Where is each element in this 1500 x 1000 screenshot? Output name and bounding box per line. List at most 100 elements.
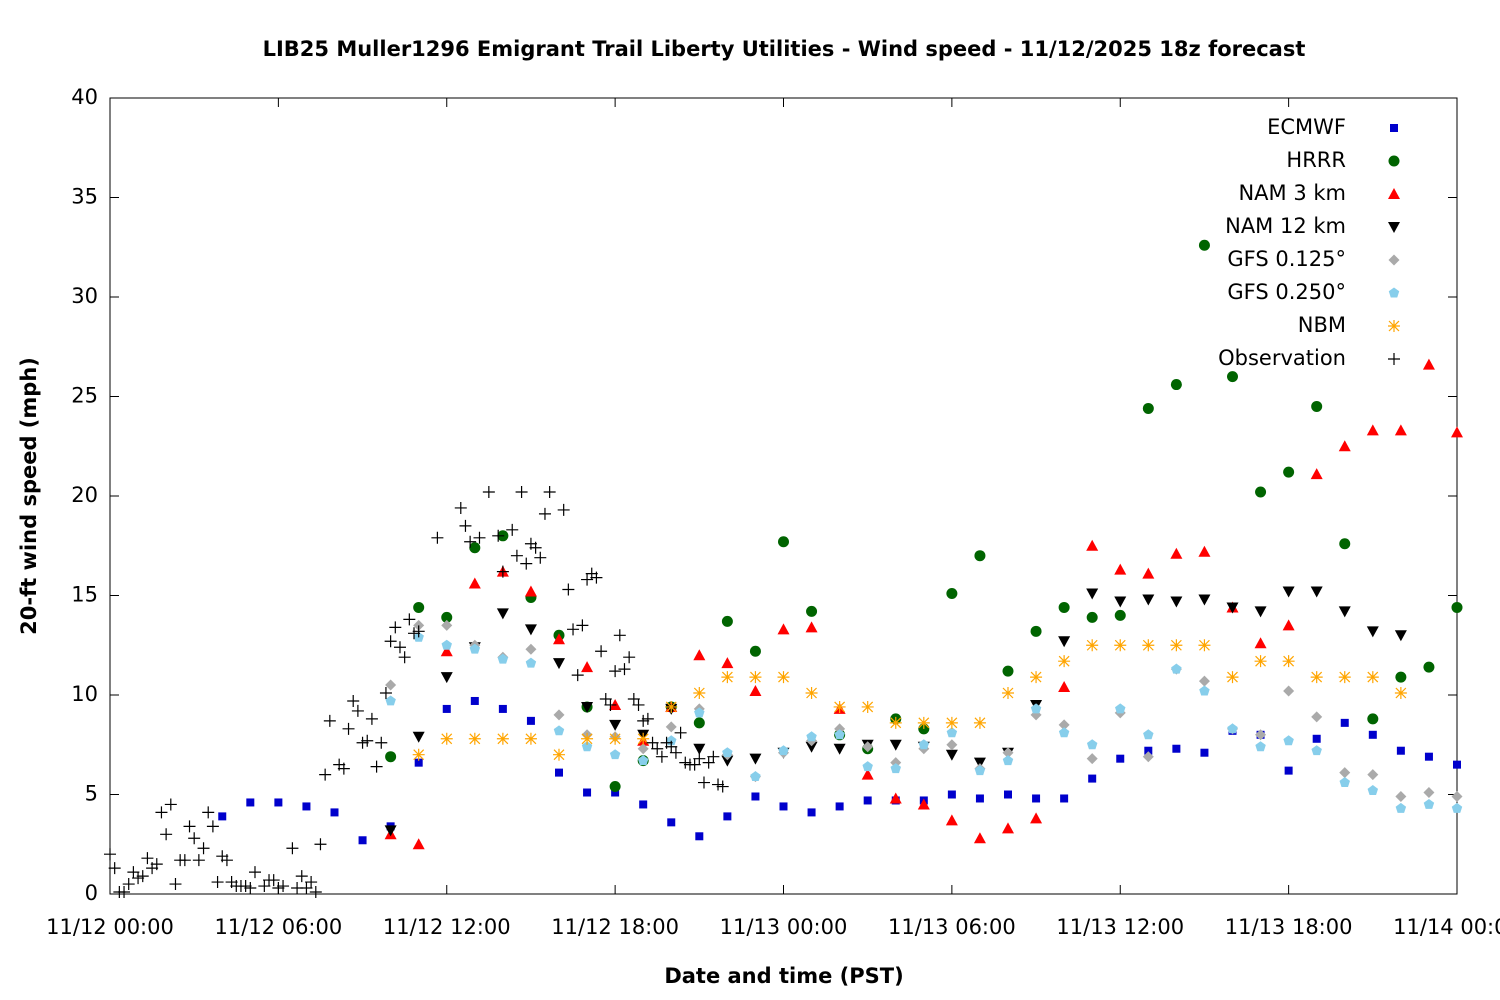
data-point [464, 535, 477, 548]
data-point [1030, 625, 1042, 637]
data-point [1086, 588, 1099, 600]
data-point [974, 765, 986, 776]
data-point [807, 808, 816, 817]
data-point [468, 577, 481, 589]
data-point [188, 832, 201, 845]
data-point [258, 880, 271, 893]
data-point [1451, 790, 1463, 802]
data-point [693, 649, 706, 661]
data-point [1451, 802, 1463, 813]
data-point [1004, 790, 1012, 799]
data-point [1060, 794, 1069, 803]
data-point [1142, 567, 1155, 579]
data-point [749, 685, 762, 697]
data-point [1170, 639, 1183, 652]
data-point [1451, 426, 1463, 438]
data-point [1339, 777, 1350, 788]
data-point [1030, 703, 1042, 714]
data-point [160, 828, 173, 841]
data-point [693, 752, 706, 765]
data-point [1394, 630, 1407, 642]
data-point [834, 729, 845, 740]
data-point [1058, 655, 1071, 668]
data-point [295, 870, 308, 883]
data-point [590, 571, 603, 584]
data-point [861, 700, 874, 713]
data-point [1226, 602, 1239, 614]
data-point [613, 629, 626, 642]
data-point [1368, 730, 1377, 739]
data-point [1423, 661, 1435, 673]
data-point [581, 573, 594, 586]
data-point [721, 657, 734, 669]
data-point [413, 601, 425, 613]
data-point [749, 645, 761, 657]
data-point [1116, 754, 1125, 763]
data-point [403, 613, 416, 626]
data-point [342, 722, 355, 735]
data-point [492, 529, 505, 542]
legend-label: GFS 0.250° [1227, 280, 1346, 304]
data-point [945, 716, 958, 729]
data-point [917, 716, 930, 729]
data-point [218, 812, 227, 821]
data-point [833, 700, 846, 713]
data-point [1312, 734, 1321, 743]
data-point [1311, 711, 1323, 723]
data-point [889, 739, 902, 751]
data-point [557, 503, 570, 516]
x-tick-label: 11/13 18:00 [1225, 915, 1353, 939]
data-point [468, 732, 481, 745]
data-point [1311, 400, 1323, 412]
legend-marker [1388, 320, 1400, 332]
data-point [716, 780, 729, 793]
data-point [440, 645, 453, 657]
data-point [497, 653, 509, 664]
x-tick-label: 11/14 00:00 [1393, 915, 1500, 939]
data-point [1030, 671, 1043, 684]
data-point [667, 818, 676, 827]
data-point [127, 866, 140, 879]
data-point [385, 695, 396, 706]
data-point [1115, 703, 1126, 714]
data-point [1422, 358, 1435, 370]
data-point [1058, 727, 1070, 738]
data-point [356, 736, 369, 749]
data-point [1002, 755, 1014, 766]
legend-marker [1388, 254, 1400, 266]
legend-label: NAM 12 km [1225, 214, 1346, 238]
data-point [1254, 655, 1267, 668]
data-point [553, 748, 565, 761]
y-tick-label: 20 [71, 483, 98, 507]
data-point [665, 740, 678, 753]
data-point [136, 870, 149, 883]
data-point [1198, 239, 1210, 251]
data-point [1114, 639, 1127, 652]
data-point [520, 557, 533, 570]
data-point [1395, 802, 1407, 813]
x-tick-label: 11/13 12:00 [1056, 915, 1184, 939]
data-point [370, 760, 383, 773]
data-point [524, 585, 537, 597]
data-point [707, 750, 720, 763]
data-point [553, 709, 565, 721]
data-point [314, 838, 327, 851]
data-point [529, 541, 542, 554]
y-tick-label: 5 [85, 782, 98, 806]
data-point [1254, 637, 1267, 649]
data-point [679, 756, 692, 769]
data-point [945, 814, 958, 826]
data-point [1282, 619, 1295, 631]
data-point [104, 848, 116, 861]
data-point [1088, 774, 1097, 783]
data-point [274, 798, 283, 807]
data-point [132, 872, 145, 885]
legend-marker [1390, 124, 1398, 132]
data-point [637, 714, 650, 727]
data-point [389, 621, 402, 634]
data-point [431, 531, 444, 544]
data-point [1396, 746, 1405, 755]
data-point [651, 742, 664, 755]
data-point [1394, 424, 1407, 436]
legend-label: NBM [1298, 313, 1346, 337]
